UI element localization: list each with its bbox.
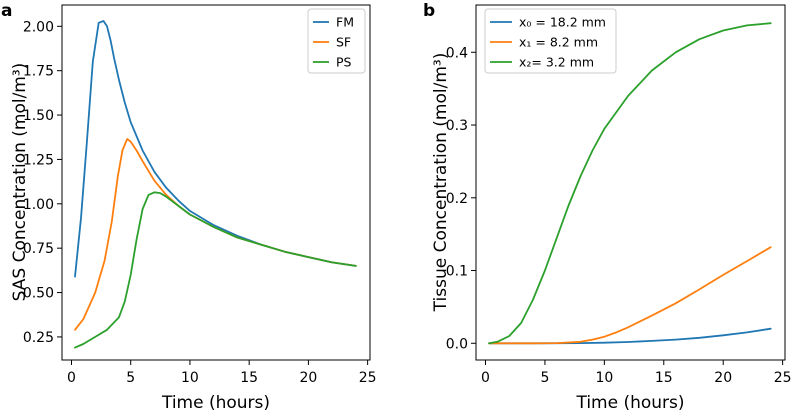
- panel-label: b: [423, 1, 435, 21]
- x-tick-label: 20: [299, 370, 317, 386]
- x-tick-label: 25: [359, 370, 377, 386]
- legend-frame: [307, 8, 366, 74]
- y-tick-label: 2.00: [23, 19, 54, 35]
- legend-label: x₀ = 18.2 mm: [519, 15, 606, 30]
- y-axis-title: SAS Concentration (mol/m³): [10, 63, 30, 302]
- y-tick-label: 1.75: [23, 64, 54, 80]
- y-tick-label: 0.2: [446, 191, 468, 207]
- x-tick-label: 15: [240, 370, 258, 386]
- legend: FM SF PS: [307, 8, 366, 74]
- plot-frame: [475, 4, 786, 361]
- x-tick-label: 10: [181, 370, 199, 386]
- y-tick-label: 0.4: [446, 45, 468, 61]
- x-tick-label: 0: [67, 370, 76, 386]
- series-line-2: [488, 22, 772, 345]
- series-line-1: [74, 138, 357, 331]
- panel-label: a: [1, 1, 12, 21]
- y-tick-label: 1.25: [23, 152, 54, 168]
- plot-frame: [61, 4, 371, 361]
- x-tick-label: 15: [655, 370, 673, 386]
- legend-label: FM: [336, 15, 354, 30]
- y-tick-label: 0.50: [23, 286, 54, 302]
- panel-b: 0 5 10 15 20 25 0.0 0.1 0.2 0.3 0.4 Time (hours) Tis…: [423, 1, 792, 413]
- panel-a: 0 5 10 15 20 25 0.25 0.50 0.75 1.00 1.25 1.50 1.75 2.…: [1, 1, 377, 413]
- x-tick-label: 10: [595, 370, 613, 386]
- legend: x₀ = 18.2 mm x₁ = 8.2 mm x₂= 3.2 mm: [484, 8, 617, 74]
- x-axis-title: Time (hours): [575, 393, 684, 413]
- legend-label: x₂= 3.2 mm: [519, 55, 594, 70]
- x-tick-label: 20: [714, 370, 732, 386]
- y-tick-label: 1.00: [23, 197, 54, 213]
- series-line-1: [488, 246, 772, 345]
- series-line-0: [488, 327, 772, 345]
- y-tick-label: 0.3: [446, 118, 468, 134]
- y-tick-label: 1.50: [23, 108, 54, 124]
- x-tick-label: 5: [540, 370, 549, 386]
- y-tick-label: 0.1: [446, 264, 468, 280]
- legend-frame: [484, 8, 617, 74]
- x-tick-label: 25: [774, 370, 792, 386]
- series-line-2: [74, 191, 357, 349]
- x-tick-label: 0: [481, 370, 490, 386]
- y-tick-label: 0.75: [23, 241, 54, 257]
- legend-label: SF: [336, 35, 351, 50]
- y-tick-label: 0.25: [23, 330, 54, 346]
- y-tick-label: 0.0: [446, 336, 468, 352]
- y-axis-title: Tissue Concentration (mol/m³): [431, 53, 451, 313]
- x-tick-label: 5: [126, 370, 135, 386]
- legend-label: PS: [336, 55, 352, 70]
- x-axis-title: Time (hours): [161, 393, 270, 413]
- legend-label: x₁ = 8.2 mm: [519, 35, 598, 50]
